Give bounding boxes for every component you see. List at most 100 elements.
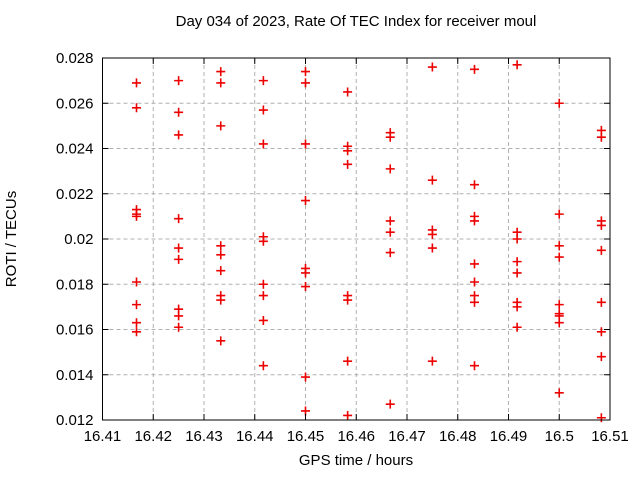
y-tick-label: 0.026 bbox=[56, 95, 94, 112]
data-point bbox=[174, 130, 184, 140]
data-point bbox=[258, 291, 268, 301]
data-point bbox=[385, 399, 395, 409]
y-tick-label: 0.012 bbox=[56, 412, 94, 429]
data-point bbox=[554, 98, 564, 108]
data-point bbox=[469, 259, 479, 269]
data-point bbox=[132, 327, 142, 337]
data-point bbox=[512, 257, 522, 267]
data-point bbox=[554, 318, 564, 328]
data-point bbox=[301, 268, 310, 278]
data-point bbox=[469, 216, 479, 226]
data-point bbox=[174, 322, 184, 332]
data-point bbox=[216, 67, 226, 77]
data-point bbox=[343, 146, 353, 156]
x-tick-label: 16.49 bbox=[490, 428, 528, 445]
data-point bbox=[258, 139, 268, 149]
grid-layer bbox=[102, 58, 610, 420]
data-point bbox=[132, 300, 142, 310]
data-point bbox=[174, 76, 184, 86]
data-point bbox=[512, 322, 522, 332]
x-tick-label: 16.45 bbox=[287, 428, 325, 445]
data-point bbox=[301, 372, 310, 382]
data-point bbox=[596, 297, 606, 307]
x-tick-label: 16.46 bbox=[337, 428, 375, 445]
data-point bbox=[216, 266, 226, 276]
data-point bbox=[512, 60, 522, 70]
data-point bbox=[216, 295, 226, 305]
x-tick-label: 16.51 bbox=[591, 428, 629, 445]
data-point bbox=[301, 406, 310, 416]
data-point bbox=[258, 361, 268, 371]
data-point bbox=[596, 220, 606, 230]
data-point bbox=[132, 318, 142, 328]
data-point bbox=[343, 295, 353, 305]
data-point bbox=[258, 236, 268, 246]
x-tick-label: 16.48 bbox=[439, 428, 477, 445]
data-point bbox=[596, 352, 606, 362]
data-point bbox=[427, 62, 437, 72]
data-point bbox=[301, 196, 310, 206]
chart-title: Day 034 of 2023, Rate Of TEC Index for r… bbox=[176, 13, 537, 30]
x-tick-label: 16.5 bbox=[545, 428, 574, 445]
data-point bbox=[469, 297, 479, 307]
y-axis-label: ROTI / TECUs bbox=[3, 191, 20, 287]
data-point bbox=[596, 132, 606, 142]
data-point bbox=[343, 87, 353, 97]
x-tick-label: 16.43 bbox=[185, 428, 223, 445]
data-point bbox=[343, 159, 353, 169]
data-point bbox=[427, 175, 437, 185]
data-point bbox=[512, 234, 522, 244]
data-point bbox=[469, 277, 479, 287]
data-point bbox=[258, 315, 268, 325]
y-tick-label: 0.014 bbox=[56, 367, 94, 384]
x-axis-label: GPS time / hours bbox=[299, 452, 413, 469]
data-point bbox=[343, 356, 353, 366]
data-point bbox=[385, 132, 395, 142]
data-point bbox=[512, 302, 522, 312]
y-tick-label: 0.018 bbox=[56, 276, 94, 293]
data-point bbox=[469, 361, 479, 371]
data-points-layer bbox=[132, 60, 606, 423]
data-point bbox=[596, 327, 606, 337]
data-point bbox=[385, 164, 395, 174]
data-point bbox=[427, 243, 437, 253]
data-point bbox=[216, 78, 226, 88]
data-point bbox=[174, 254, 184, 264]
data-point bbox=[216, 250, 226, 260]
data-point bbox=[132, 103, 142, 113]
data-point bbox=[132, 78, 142, 88]
data-point bbox=[427, 229, 437, 239]
data-point bbox=[301, 282, 310, 292]
data-point bbox=[512, 268, 522, 278]
data-point bbox=[385, 227, 395, 237]
x-tick-label: 16.44 bbox=[236, 428, 274, 445]
data-point bbox=[596, 413, 606, 423]
data-point bbox=[132, 277, 142, 287]
data-point bbox=[385, 216, 395, 226]
data-point bbox=[554, 209, 564, 219]
data-point bbox=[427, 356, 437, 366]
data-point bbox=[469, 64, 479, 74]
data-point bbox=[132, 211, 142, 221]
data-point bbox=[596, 245, 606, 255]
data-point bbox=[258, 76, 268, 86]
y-tick-label: 0.028 bbox=[56, 50, 94, 67]
data-point bbox=[174, 214, 184, 224]
plot-border bbox=[102, 57, 611, 421]
data-point bbox=[174, 243, 184, 253]
y-tick-label: 0.022 bbox=[56, 186, 94, 203]
data-point bbox=[216, 336, 226, 346]
x-tick-label: 16.47 bbox=[388, 428, 426, 445]
data-point bbox=[343, 410, 353, 420]
data-point bbox=[554, 388, 564, 398]
data-point bbox=[216, 121, 226, 131]
x-tick-label: 16.42 bbox=[134, 428, 172, 445]
data-point bbox=[258, 105, 268, 115]
data-point bbox=[469, 180, 479, 190]
data-point bbox=[174, 107, 184, 117]
data-point bbox=[301, 78, 310, 88]
data-point bbox=[301, 139, 310, 149]
data-point bbox=[216, 241, 226, 251]
